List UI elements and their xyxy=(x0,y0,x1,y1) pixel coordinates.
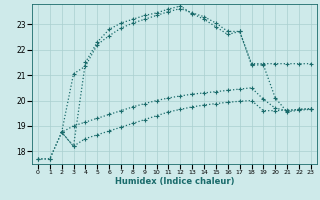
X-axis label: Humidex (Indice chaleur): Humidex (Indice chaleur) xyxy=(115,177,234,186)
